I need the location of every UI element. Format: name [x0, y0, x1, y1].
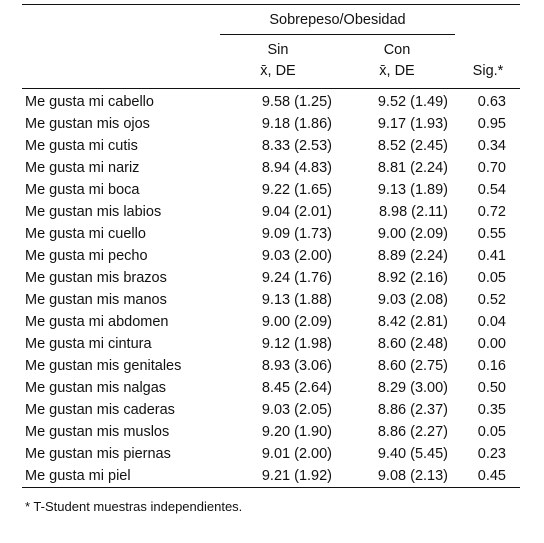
con-value: 8.60 (2.75): [377, 358, 448, 374]
con-value: 9.17 (1.93): [377, 116, 448, 132]
con-value: 8.86 (2.37): [377, 402, 448, 418]
sin-value: 9.21 (1.92): [261, 468, 332, 484]
sin-value: 9.58 (1.25): [261, 94, 332, 110]
con-value: 9.13 (1.89): [377, 182, 448, 198]
sin-value: 9.12 (1.98): [261, 336, 332, 352]
row-label: Me gusta mi cutis: [25, 138, 138, 154]
con-value: 8.92 (2.16): [377, 270, 448, 286]
row-label: Me gusta mi pecho: [25, 248, 148, 264]
row-label: Me gustan mis ojos: [25, 116, 150, 132]
row-label: Me gustan mis brazos: [25, 270, 167, 286]
sig-value: 0.95: [477, 116, 506, 132]
sin-value: 8.94 (4.83): [261, 160, 332, 176]
row-label: Me gustan mis genitales: [25, 358, 182, 374]
sin-value: 9.00 (2.09): [261, 314, 332, 330]
con-value: 9.03 (2.08): [377, 292, 448, 308]
sig-value: 0.04: [477, 314, 506, 330]
row-label: Me gustan mis piernas: [25, 446, 171, 462]
con-value: 9.52 (1.49): [377, 94, 448, 110]
bottom-rule: [22, 487, 520, 488]
sin-value: 9.09 (1.73): [261, 226, 332, 242]
sig-value: 0.41: [477, 248, 506, 264]
row-label: Me gustan mis manos: [25, 292, 167, 308]
con-value: 8.81 (2.24): [377, 160, 448, 176]
con-value: 8.52 (2.45): [377, 138, 448, 154]
group-rule: [220, 34, 455, 35]
sig-value: 0.50: [477, 380, 506, 396]
sin-value: 9.03 (2.05): [261, 402, 332, 418]
sin-value: 9.01 (2.00): [261, 446, 332, 462]
row-label: Me gustan mis caderas: [25, 402, 175, 418]
sin-value: 9.13 (1.88): [261, 292, 332, 308]
row-label: Me gustan mis labios: [25, 204, 162, 220]
sig-value: 0.34: [477, 138, 506, 154]
column-stat: x̄, DE: [379, 63, 415, 79]
sin-value: 9.22 (1.65): [261, 182, 332, 198]
sin-value: 8.45 (2.64): [261, 380, 332, 396]
sig-value: 0.16: [477, 358, 506, 374]
sin-value: 9.20 (1.90): [261, 424, 332, 440]
row-label: Me gustan mis muslos: [25, 424, 170, 440]
row-label: Me gusta mi boca: [25, 182, 140, 198]
top-rule: [22, 4, 520, 5]
footnote: * T-Student muestras independientes.: [25, 499, 243, 514]
row-label: Me gusta mi cabello: [25, 94, 154, 110]
row-label: Me gusta mi cintura: [25, 336, 152, 352]
row-label: Me gustan mis nalgas: [25, 380, 167, 396]
sig-value: 0.72: [477, 204, 506, 220]
column-header: Sin: [267, 42, 289, 58]
row-label: Me gusta mi nariz: [25, 160, 140, 176]
sin-value: 9.24 (1.76): [261, 270, 332, 286]
sin-value: 8.93 (3.06): [261, 358, 332, 374]
sig-value: 0.54: [477, 182, 506, 198]
sig-value: 0.00: [477, 336, 506, 352]
row-label: Me gusta mi cuello: [25, 226, 146, 242]
column-header: Con: [383, 42, 411, 58]
sig-value: 0.45: [477, 468, 506, 484]
sig-value: 0.52: [477, 292, 506, 308]
sig-value: 0.05: [477, 270, 506, 286]
sig-value: 0.35: [477, 402, 506, 418]
sin-value: 8.33 (2.53): [261, 138, 332, 154]
sig-value: 0.63: [477, 94, 506, 110]
con-value: 8.60 (2.48): [377, 336, 448, 352]
con-value: 8.89 (2.24): [377, 248, 448, 264]
header-rule: [22, 88, 520, 89]
con-value: 9.00 (2.09): [377, 226, 448, 242]
sig-value: 0.70: [477, 160, 506, 176]
sig-value: 0.05: [477, 424, 506, 440]
sig-value: 0.23: [477, 446, 506, 462]
sin-value: 9.04 (2.01): [261, 204, 332, 220]
con-value: 8.29 (3.00): [377, 380, 448, 396]
group-header: Sobrepeso/Obesidad: [269, 12, 406, 28]
con-value: 8.86 (2.27): [377, 424, 448, 440]
sin-value: 9.03 (2.00): [261, 248, 332, 264]
con-value: 9.40 (5.45): [377, 446, 448, 462]
row-label: Me gusta mi piel: [25, 468, 131, 484]
con-value: 9.08 (2.13): [377, 468, 448, 484]
sig-header: Sig.*: [472, 63, 504, 79]
con-value: 8.42 (2.81): [377, 314, 448, 330]
sig-value: 0.55: [477, 226, 506, 242]
column-stat: x̄, DE: [260, 63, 296, 79]
con-value: 8.98 (2.11): [378, 204, 448, 220]
sin-value: 9.18 (1.86): [261, 116, 332, 132]
row-label: Me gusta mi abdomen: [25, 314, 169, 330]
